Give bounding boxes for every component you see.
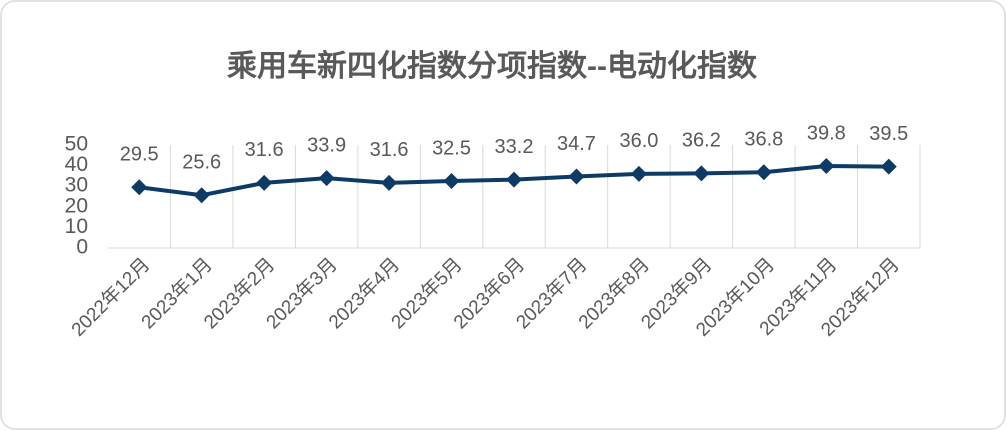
y-tick-label: 0	[76, 236, 88, 259]
data-label: 39.8	[807, 122, 846, 144]
marker	[693, 165, 710, 182]
marker	[880, 158, 897, 175]
y-tick-label: 50	[65, 133, 88, 156]
marker	[131, 179, 148, 196]
marker	[443, 173, 460, 190]
data-label: 32.5	[432, 137, 471, 159]
data-label: 33.2	[495, 136, 534, 158]
data-label: 36.0	[619, 130, 658, 152]
data-label: 31.6	[245, 139, 284, 161]
data-label: 39.5	[869, 123, 908, 145]
data-label: 36.2	[682, 130, 721, 152]
y-tick-label: 20	[65, 194, 88, 217]
marker	[506, 171, 522, 188]
data-label: 36.8	[744, 128, 783, 150]
marker	[755, 164, 772, 181]
data-label: 33.9	[307, 134, 346, 156]
y-tick-label: 10	[65, 215, 88, 238]
marker	[193, 187, 210, 204]
marker	[318, 170, 335, 187]
marker	[381, 174, 398, 191]
data-label: 29.5	[120, 144, 159, 166]
data-label: 25.6	[182, 152, 221, 174]
data-label: 31.6	[370, 139, 409, 161]
marker	[630, 165, 647, 182]
y-tick-label: 40	[65, 153, 88, 176]
marker	[568, 168, 585, 185]
y-tick-label: 30	[65, 174, 88, 197]
data-label: 34.7	[557, 133, 596, 155]
chart-title: 乘用车新四化指数分项指数--电动化指数	[227, 49, 758, 83]
marker	[256, 174, 273, 191]
marker	[818, 158, 835, 175]
